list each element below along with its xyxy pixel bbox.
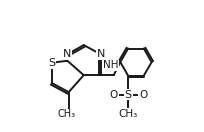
Text: O: O [110, 90, 118, 100]
Text: NH: NH [103, 60, 118, 70]
Text: CH₃: CH₃ [119, 109, 138, 119]
Text: S: S [125, 90, 132, 100]
Text: O: O [139, 90, 147, 100]
Text: N: N [63, 49, 72, 59]
Text: S: S [48, 58, 55, 68]
Text: CH₃: CH₃ [57, 109, 75, 119]
Text: N: N [96, 49, 105, 59]
